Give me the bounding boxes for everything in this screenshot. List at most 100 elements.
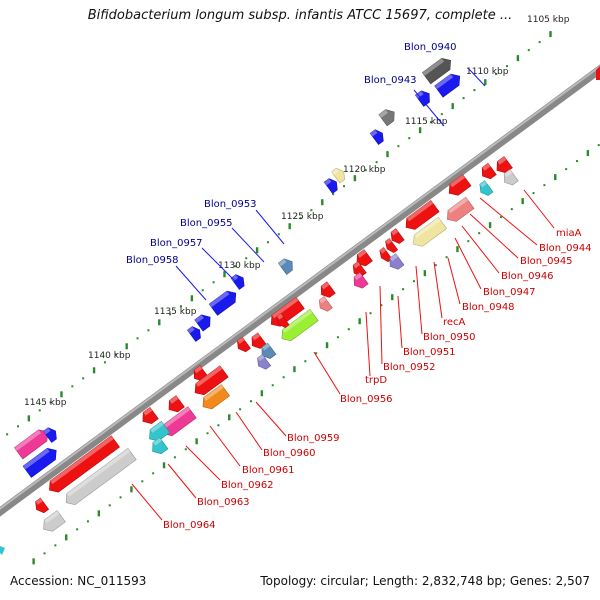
gene-feature[interactable]	[388, 228, 405, 246]
gene-feature[interactable]	[434, 70, 464, 98]
gene-label[interactable]: Blon_0953	[204, 199, 257, 210]
gene-label[interactable]: Blon_0945	[520, 256, 573, 267]
gene-label[interactable]: Blon_0944	[539, 243, 592, 254]
scale-tick	[92, 367, 96, 374]
gene-feature-highlight	[163, 406, 191, 428]
gene-feature[interactable]	[165, 395, 185, 416]
gene-feature[interactable]	[421, 55, 454, 85]
gene-label[interactable]: Blon_0940	[404, 42, 457, 53]
scale-tick	[162, 462, 166, 469]
gene-feature[interactable]	[378, 106, 399, 127]
gene-feature[interactable]	[402, 199, 440, 233]
gene-feature[interactable]	[199, 384, 231, 413]
gene-feature-body	[405, 199, 440, 230]
gene-feature[interactable]	[477, 180, 494, 198]
gene-feature[interactable]	[42, 425, 59, 443]
scale-tick	[103, 361, 106, 364]
gene-feature[interactable]	[187, 324, 203, 342]
gene-feature[interactable]	[148, 437, 169, 458]
gene-feature[interactable]	[443, 196, 475, 225]
scale-tick	[217, 424, 220, 427]
gene-label[interactable]: Blon_0952	[383, 362, 436, 373]
gene-feature[interactable]	[145, 420, 171, 444]
gene-label[interactable]: Blon_0963	[197, 497, 250, 508]
gene-label[interactable]: Blon_0955	[180, 218, 233, 229]
gene-label[interactable]: Blon_0947	[483, 287, 536, 298]
gene-feature-highlight	[231, 274, 239, 282]
gene-feature[interactable]	[414, 88, 433, 107]
gene-feature[interactable]	[274, 313, 290, 329]
gene-feature[interactable]	[317, 281, 336, 300]
gene-feature[interactable]	[500, 169, 519, 188]
gene-feature[interactable]	[331, 166, 348, 184]
scale-label: 1145 kbp	[24, 398, 67, 408]
gene-label[interactable]: Blon_0964	[163, 520, 216, 531]
gene-feature-highlight	[43, 427, 51, 435]
gene-feature[interactable]	[278, 308, 319, 344]
scale-label: 1110 kbp	[466, 67, 509, 77]
gene-feature-body	[152, 437, 169, 455]
gene-feature[interactable]	[32, 497, 50, 515]
gene-label[interactable]: miaA	[556, 228, 582, 239]
label-leader	[447, 257, 461, 305]
label-leader	[397, 295, 403, 349]
gene-label[interactable]: Blon_0943	[364, 75, 417, 86]
gene-label[interactable]: Blon_0959	[287, 433, 340, 444]
gene-label[interactable]: Blon_0960	[263, 448, 316, 459]
scale-tick	[495, 73, 498, 76]
scale-tick	[43, 552, 46, 555]
scale-tick	[440, 113, 443, 116]
gene-feature-body	[352, 261, 367, 277]
gene-feature[interactable]	[277, 256, 296, 275]
gene-feature[interactable]	[45, 435, 120, 496]
gene-label[interactable]: Blon_0956	[340, 394, 393, 405]
gene-label[interactable]: Blon_0950	[423, 332, 476, 343]
scale-tick	[201, 289, 204, 292]
gene-feature-body	[187, 326, 201, 342]
gene-label[interactable]: trpD	[365, 375, 387, 386]
gene-feature[interactable]	[445, 174, 472, 199]
gene-feature[interactable]	[478, 162, 497, 181]
gene-feature[interactable]	[350, 272, 369, 291]
gene-feature[interactable]	[22, 445, 60, 478]
gene-feature-highlight	[195, 365, 223, 387]
gene-feature[interactable]	[316, 296, 333, 313]
gene-label[interactable]: Blon_0957	[150, 238, 203, 249]
scale-tick	[293, 366, 296, 373]
label-leader	[415, 265, 423, 335]
gene-label[interactable]: Blon_0946	[501, 271, 554, 282]
gene-feature[interactable]	[383, 238, 399, 254]
gene-feature-highlight	[278, 258, 287, 267]
gene-feature[interactable]	[234, 336, 251, 354]
gene-feature[interactable]	[409, 216, 448, 250]
gene-feature-highlight	[14, 429, 41, 451]
gene-feature[interactable]	[39, 510, 66, 535]
scale-tick	[86, 520, 89, 523]
scale-tick	[380, 304, 383, 307]
gene-feature[interactable]	[139, 406, 159, 427]
gene-label[interactable]: Blon_0958	[126, 255, 179, 266]
scale-tick	[32, 558, 35, 565]
label-leader	[255, 401, 287, 437]
gene-label[interactable]: recA	[443, 317, 466, 328]
gene-label[interactable]: Blon_0948	[462, 302, 515, 313]
gene-feature[interactable]	[208, 287, 240, 316]
label-leader	[365, 311, 371, 377]
genome-summary: Topology: circular; Length: 2,832,748 bp…	[260, 574, 590, 588]
gene-label[interactable]: Blon_0951	[403, 347, 456, 358]
scale-tick	[332, 193, 335, 196]
scale-tick	[249, 400, 252, 403]
gene-feature[interactable]	[386, 253, 405, 272]
gene-feature[interactable]	[62, 447, 137, 508]
backbone	[0, 64, 600, 517]
gene-feature[interactable]	[230, 272, 247, 290]
scale-tick	[532, 192, 535, 195]
gene-label[interactable]: Blon_0961	[242, 465, 295, 476]
gene-feature[interactable]	[369, 127, 386, 146]
gene-feature[interactable]	[323, 176, 340, 194]
gene-feature[interactable]	[191, 365, 229, 399]
gene-label[interactable]: Blon_0962	[221, 480, 274, 491]
gene-feature[interactable]	[194, 312, 215, 332]
gene-feature[interactable]	[350, 261, 367, 279]
gene-feature[interactable]	[254, 353, 272, 371]
